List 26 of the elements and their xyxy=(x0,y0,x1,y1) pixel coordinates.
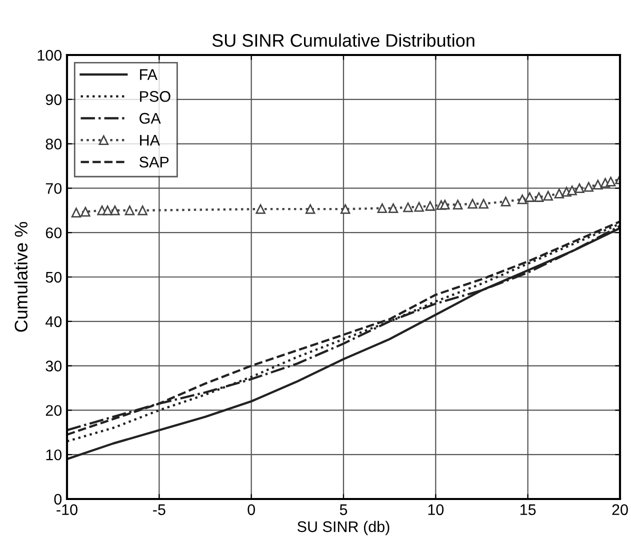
x-tick-label: 0 xyxy=(248,504,255,516)
legend-label: HA xyxy=(140,134,160,146)
y-tick-label: 70 xyxy=(46,183,62,194)
x-axis-title: SU SINR (db) xyxy=(298,520,390,536)
legend-label: SAP xyxy=(140,156,169,168)
x-tick-label: 20 xyxy=(612,504,628,516)
y-tick-label: 0 xyxy=(54,494,62,505)
y-tick-label: 100 xyxy=(38,50,62,61)
y-tick-label: 60 xyxy=(46,227,62,238)
y-tick-label: 90 xyxy=(46,94,62,106)
x-tick-label: 5 xyxy=(340,504,348,516)
x-tick-label: -5 xyxy=(153,504,166,516)
y-tick-label: 80 xyxy=(46,138,62,150)
y-axis-title: Cumulative % xyxy=(14,222,28,332)
y-tick-label: 10 xyxy=(46,449,62,460)
y-tick-label: 50 xyxy=(46,272,62,283)
y-tick-label: 20 xyxy=(46,405,62,416)
legend-label: PSO xyxy=(140,91,170,102)
x-tick-label: 10 xyxy=(428,504,444,516)
legend-label: GA xyxy=(140,112,161,124)
chart-title: SU SINR Cumulative Distribution xyxy=(212,34,474,47)
y-tick-label: 30 xyxy=(46,360,62,372)
y-tick-label: 40 xyxy=(46,316,62,328)
x-tick-label: 15 xyxy=(520,504,536,516)
legend-label: FA xyxy=(140,69,158,80)
x-tick-label: -10 xyxy=(56,504,78,516)
